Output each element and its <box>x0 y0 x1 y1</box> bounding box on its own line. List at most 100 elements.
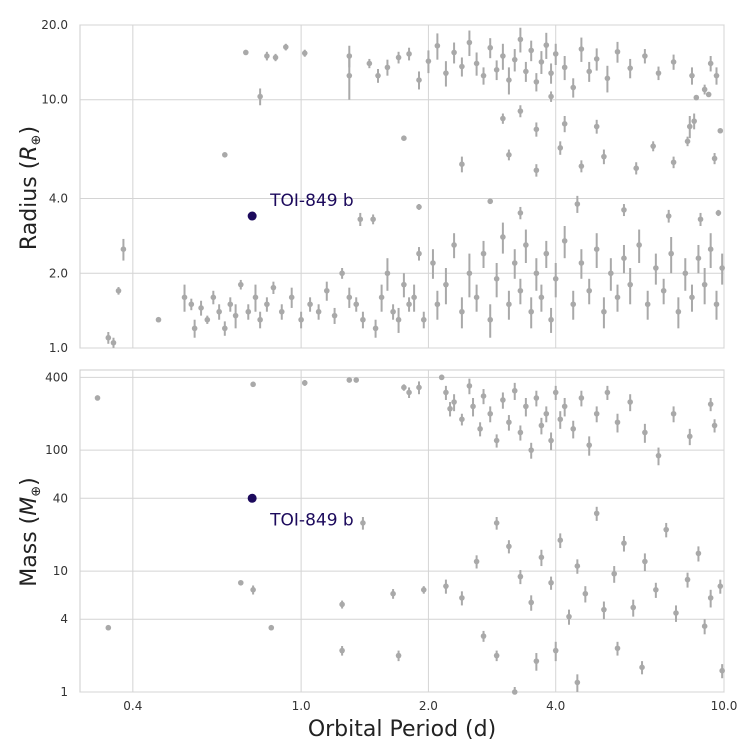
mass-points <box>94 374 725 695</box>
radius-data-point <box>459 161 465 167</box>
mass-data-point <box>601 606 607 613</box>
radius-data-point <box>517 36 524 43</box>
radius-data-point <box>684 138 691 145</box>
mass-data-point <box>561 403 568 410</box>
radius-data-point <box>593 246 600 253</box>
radius-data-point <box>601 153 607 160</box>
radius-data-point <box>257 93 263 100</box>
radius-data-point <box>252 294 259 301</box>
radius-data-point <box>691 118 697 124</box>
x-tick-label: 0.4 <box>123 699 142 713</box>
radius-data-point <box>533 79 540 85</box>
mass-data-point <box>711 422 718 429</box>
radius-data-point <box>500 115 506 122</box>
radius-data-point <box>384 270 391 277</box>
mass-data-point <box>451 399 457 405</box>
mass-data-point <box>105 624 112 631</box>
radius-data-point <box>561 120 568 127</box>
mass-data-point <box>593 510 600 517</box>
radius-data-point <box>543 250 550 257</box>
radius-data-point <box>372 325 379 332</box>
mass-data-point <box>346 377 353 383</box>
mass-data-point <box>506 419 512 426</box>
radius-data-point <box>115 287 122 294</box>
radius-data-point <box>695 255 702 261</box>
radius-data-point <box>500 234 506 240</box>
mass-data-point <box>593 410 600 417</box>
toi-849b-mass-label: TOI-849 b <box>269 510 354 530</box>
radius-data-point <box>701 86 708 93</box>
radius-data-point <box>650 143 656 149</box>
radius-data-point <box>614 48 621 55</box>
toi-849b-mass-marker <box>247 493 257 503</box>
radius-data-point <box>570 84 577 91</box>
mass-data-point <box>395 652 402 659</box>
radius-data-point <box>578 46 585 52</box>
radius-data-point <box>633 165 640 171</box>
radius-data-point <box>578 260 585 266</box>
radius-data-point <box>384 64 391 71</box>
mass-data-point <box>686 433 693 440</box>
radius-points <box>105 36 725 346</box>
radius-grid <box>80 24 725 349</box>
radius-data-point <box>511 260 518 266</box>
radius-data-point <box>346 72 353 79</box>
x-tick-label: 4.0 <box>546 699 565 713</box>
mass-data-point <box>401 384 407 391</box>
radius-data-point <box>315 308 322 315</box>
mass-data-point <box>360 520 366 526</box>
radius-y-tick-label: 4.0 <box>49 192 68 206</box>
radius-data-point <box>339 270 345 277</box>
mass-data-point <box>582 590 589 597</box>
toi-849b-radius-marker <box>247 211 257 221</box>
radius-data-point <box>517 108 524 114</box>
mass-data-point <box>466 383 473 389</box>
mass-data-point <box>543 410 550 417</box>
radius-data-point <box>552 275 559 282</box>
mass-data-point <box>533 658 540 664</box>
mass-y-tick-label: 400 <box>45 370 68 384</box>
mass-data-point <box>390 590 396 597</box>
radius-data-point <box>665 213 672 219</box>
radius-data-point <box>719 265 725 271</box>
radius-data-point <box>682 270 689 277</box>
mass-data-point <box>552 647 559 654</box>
radius-data-point <box>466 39 473 46</box>
radius-data-point <box>533 270 540 277</box>
radius-data-point <box>570 301 577 308</box>
mass-data-point <box>523 403 529 410</box>
radius-data-point <box>604 75 611 82</box>
radius-data-point <box>707 246 714 253</box>
mass-data-point <box>642 558 648 565</box>
x-tick-labels: 0.4 1.0 2.0 4.0 10.0 <box>123 699 737 713</box>
radius-data-point <box>307 301 313 308</box>
radius-data-point <box>506 152 512 158</box>
radius-data-point <box>222 325 228 332</box>
radius-data-point <box>621 207 627 213</box>
radius-data-point <box>390 308 396 315</box>
mass-data-point <box>611 570 618 577</box>
mass-data-point <box>570 426 577 432</box>
x-axis-label: Orbital Period (d) <box>308 717 496 742</box>
mass-data-point <box>443 583 449 589</box>
mass-data-point <box>480 393 487 399</box>
radius-data-point <box>270 284 277 291</box>
mass-data-point <box>438 374 445 381</box>
radius-data-point <box>561 238 568 244</box>
mass-data-point <box>655 452 662 459</box>
radius-data-point <box>715 210 722 216</box>
mass-data-point <box>493 520 500 526</box>
mass-data-point <box>420 587 427 593</box>
mass-data-point <box>473 558 480 565</box>
radius-data-point <box>668 250 674 257</box>
mass-data-point <box>707 595 714 601</box>
mass-data-point <box>493 437 500 444</box>
mass-data-point <box>548 579 554 586</box>
mass-data-point <box>339 601 345 608</box>
radius-data-point <box>395 316 402 323</box>
radius-data-point <box>395 54 402 61</box>
mass-data-point <box>301 380 308 386</box>
radius-data-point <box>636 242 642 248</box>
mass-data-point <box>470 403 476 410</box>
mass-data-point <box>578 395 585 401</box>
